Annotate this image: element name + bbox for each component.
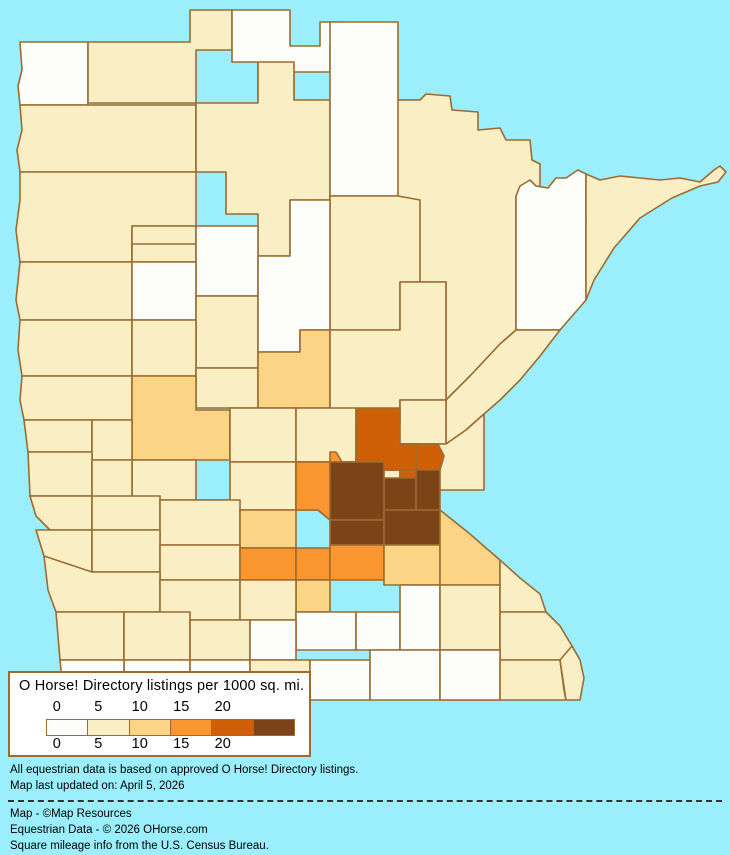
legend-color-bar xyxy=(46,719,295,736)
county-red-lake[interactable] xyxy=(132,244,196,262)
county-steele[interactable] xyxy=(400,585,440,650)
county-lincoln[interactable] xyxy=(56,612,124,660)
county-wabasha[interactable] xyxy=(500,560,546,612)
county-renville[interactable] xyxy=(160,545,240,580)
county-mower[interactable] xyxy=(440,650,500,700)
legend-swatch-4 xyxy=(212,720,254,735)
county-blue-earth[interactable] xyxy=(296,612,356,650)
county-lyon[interactable] xyxy=(124,612,190,660)
county-clay[interactable] xyxy=(18,320,132,376)
county-nicollet[interactable] xyxy=(296,580,330,612)
county-clearwater[interactable] xyxy=(196,226,258,296)
county-hubbard[interactable] xyxy=(196,296,258,368)
legend-ticks-bottom: 0 5 10 15 20 xyxy=(36,736,294,754)
county-brown[interactable] xyxy=(240,580,296,620)
county-cottonwood[interactable] xyxy=(190,620,250,660)
county-big-stone[interactable] xyxy=(30,496,92,530)
credit-line-data: Equestrian Data - © 2026 OHorse.com xyxy=(10,824,208,836)
legend-tick-bottom-3: 15 xyxy=(173,736,190,752)
county-roseau[interactable] xyxy=(88,10,232,103)
county-mcleod[interactable] xyxy=(240,548,296,580)
footnotes: All equestrian data is based on approved… xyxy=(10,763,358,794)
legend-swatch-3 xyxy=(170,720,213,735)
legend-tick-bottom-4: 20 xyxy=(214,736,231,752)
county-marshall[interactable] xyxy=(17,105,196,172)
county-kittson[interactable] xyxy=(18,42,88,105)
legend-tick-top-4: 20 xyxy=(214,699,231,715)
legend-swatch-5 xyxy=(253,720,294,735)
county-wilkin[interactable] xyxy=(20,376,132,420)
county-todd[interactable] xyxy=(230,408,296,462)
legend-swatch-2 xyxy=(129,720,171,735)
county-scott[interactable] xyxy=(330,520,384,545)
credit-line-map: Map - ©Map Resources xyxy=(10,808,132,820)
credit-line-census: Square mileage info from the U.S. Census… xyxy=(10,840,269,852)
county-dodge[interactable] xyxy=(440,585,500,650)
legend-tick-bottom-1: 5 xyxy=(94,736,103,752)
county-le-sueur[interactable] xyxy=(330,545,384,580)
county-watonwan[interactable] xyxy=(250,620,296,660)
county-traverse[interactable] xyxy=(24,420,92,452)
credits: Map - ©Map Resources Equestrian Data - ©… xyxy=(10,806,269,854)
footnote-line-1: All equestrian data is based on approved… xyxy=(10,764,359,776)
county-fillmore[interactable] xyxy=(500,660,566,700)
map-legend: O Horse! Directory listings per 1000 sq.… xyxy=(8,671,311,757)
county-cook[interactable] xyxy=(586,166,726,300)
county-freeborn[interactable] xyxy=(370,650,440,700)
county-pope[interactable] xyxy=(92,460,132,500)
county-rice[interactable] xyxy=(384,545,440,585)
county-stevens[interactable] xyxy=(28,452,92,496)
county-kandiyohi[interactable] xyxy=(160,500,240,545)
county-grant[interactable] xyxy=(92,420,132,460)
county-chippewa[interactable] xyxy=(92,530,160,572)
legend-tick-top-2: 10 xyxy=(131,699,148,715)
county-waseca[interactable] xyxy=(356,612,400,650)
legend-swatch-0 xyxy=(47,720,89,735)
legend-tick-top-1: 5 xyxy=(94,699,103,715)
legend-tick-bottom-2: 10 xyxy=(131,736,148,752)
footnote-line-2: Map last updated on: April 5, 2026 xyxy=(10,779,185,792)
county-houston[interactable] xyxy=(560,646,584,700)
legend-title: O Horse! Directory listings per 1000 sq.… xyxy=(19,678,305,694)
legend-ticks-top: 0 5 10 15 20 xyxy=(36,699,294,717)
county-faribault[interactable] xyxy=(310,660,370,700)
county-douglas[interactable] xyxy=(132,460,196,500)
footer-divider xyxy=(8,800,722,802)
county-sibley[interactable] xyxy=(296,548,330,580)
legend-tick-bottom-0: 0 xyxy=(52,736,61,752)
county-carver[interactable] xyxy=(330,462,384,520)
county-becker[interactable] xyxy=(132,320,196,376)
county-wadena[interactable] xyxy=(196,368,258,408)
county-norman[interactable] xyxy=(16,262,132,320)
county-morrison[interactable] xyxy=(296,408,356,462)
county-goodhue[interactable] xyxy=(440,510,500,585)
county-ramsey[interactable] xyxy=(384,478,416,510)
legend-tick-top-3: 15 xyxy=(173,699,190,715)
county-mahnomen[interactable] xyxy=(132,262,196,320)
legend-swatch-1 xyxy=(88,720,130,735)
county-lake[interactable] xyxy=(516,170,586,330)
county-meeker[interactable] xyxy=(240,510,296,548)
county-swift[interactable] xyxy=(92,496,160,530)
legend-tick-top-0: 0 xyxy=(52,699,61,715)
county-dakota[interactable] xyxy=(384,510,440,545)
